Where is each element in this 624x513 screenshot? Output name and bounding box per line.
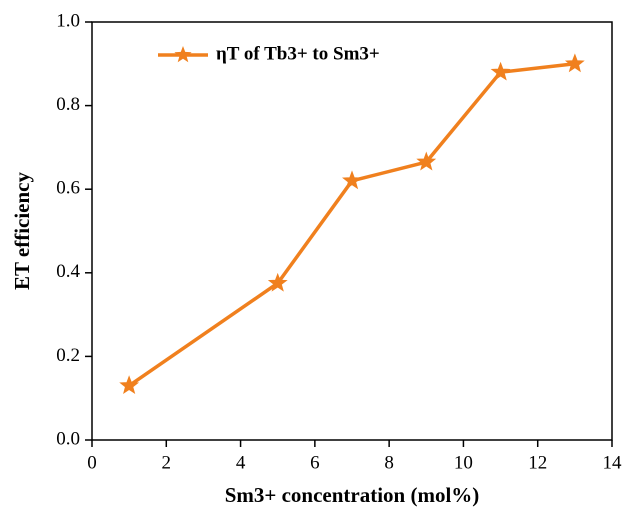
data-point: [342, 170, 362, 190]
y-tick-label: 0.0: [56, 428, 80, 449]
data-point: [564, 53, 585, 73]
x-axis-title: Sm3+ concentration (mol%): [225, 483, 480, 507]
data-point: [119, 375, 140, 395]
x-tick-label: 14: [603, 452, 623, 473]
legend-label: ηT of Tb3+ to Sm3+: [216, 43, 380, 64]
y-tick-label: 1.0: [56, 10, 80, 31]
y-tick-label: 0.4: [56, 261, 80, 282]
x-tick-label: 12: [528, 452, 547, 473]
y-axis-title: ET efficiency: [10, 172, 34, 291]
x-tick-label: 10: [454, 452, 473, 473]
x-tick-label: 4: [236, 452, 246, 473]
x-tick-label: 6: [310, 452, 320, 473]
data-point: [490, 61, 511, 81]
plot-frame: [91, 21, 613, 441]
x-tick-label: 8: [384, 452, 394, 473]
y-tick-label: 0.2: [56, 345, 80, 366]
data-line: [128, 62, 576, 388]
legend-marker: [174, 46, 192, 63]
x-tick-label: 0: [87, 452, 97, 473]
x-tick-label: 2: [162, 452, 172, 473]
data-point: [416, 151, 437, 171]
y-tick-label: 0.8: [56, 94, 80, 115]
y-tick-label: 0.6: [56, 178, 80, 199]
data-point: [267, 272, 288, 292]
